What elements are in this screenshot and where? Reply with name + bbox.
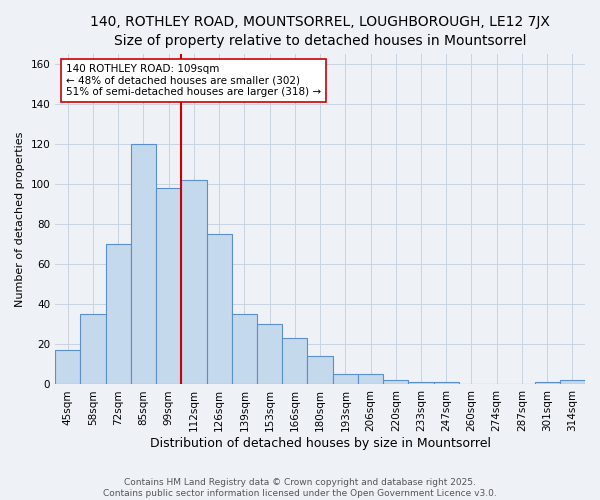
Bar xyxy=(257,324,282,384)
Bar xyxy=(232,314,257,384)
Bar xyxy=(131,144,156,384)
Bar xyxy=(383,380,409,384)
Title: 140, ROTHLEY ROAD, MOUNTSORREL, LOUGHBOROUGH, LE12 7JX
Size of property relative: 140, ROTHLEY ROAD, MOUNTSORREL, LOUGHBOR… xyxy=(90,15,550,48)
Bar xyxy=(307,356,332,384)
Bar xyxy=(156,188,181,384)
Text: 140 ROTHLEY ROAD: 109sqm
← 48% of detached houses are smaller (302)
51% of semi-: 140 ROTHLEY ROAD: 109sqm ← 48% of detach… xyxy=(66,64,321,97)
Bar xyxy=(206,234,232,384)
Bar xyxy=(409,382,434,384)
Bar xyxy=(106,244,131,384)
Bar xyxy=(181,180,206,384)
Y-axis label: Number of detached properties: Number of detached properties xyxy=(15,132,25,307)
Bar xyxy=(560,380,585,384)
Bar xyxy=(358,374,383,384)
Bar xyxy=(332,374,358,384)
Bar xyxy=(434,382,459,384)
X-axis label: Distribution of detached houses by size in Mountsorrel: Distribution of detached houses by size … xyxy=(149,437,491,450)
Bar xyxy=(282,338,307,384)
Text: Contains HM Land Registry data © Crown copyright and database right 2025.
Contai: Contains HM Land Registry data © Crown c… xyxy=(103,478,497,498)
Bar xyxy=(55,350,80,384)
Bar xyxy=(535,382,560,384)
Bar xyxy=(80,314,106,384)
